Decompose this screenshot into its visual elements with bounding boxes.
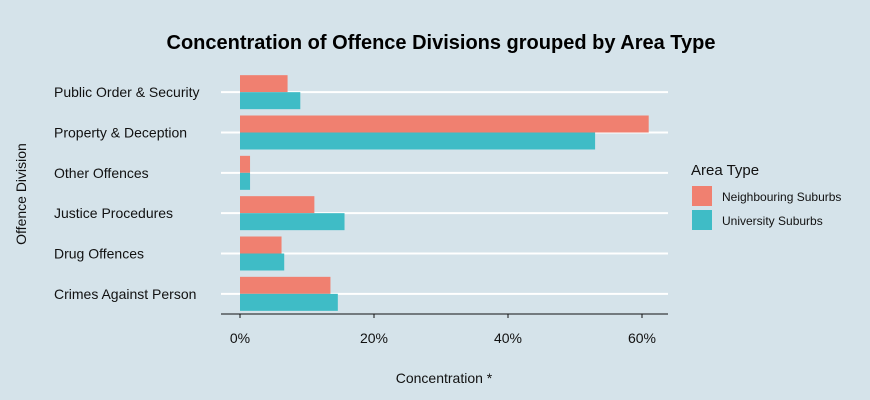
category-label: Other Offences	[54, 165, 149, 181]
x-tick-label: 60%	[628, 330, 656, 346]
category-label: Property & Deception	[54, 125, 187, 141]
x-tick-label: 40%	[494, 330, 522, 346]
bar-university-suburbs	[240, 132, 596, 150]
legend-label: University Suburbs	[722, 214, 823, 228]
chart-title: Concentration of Offence Divisions group…	[167, 32, 716, 54]
bar-university-suburbs	[240, 293, 338, 311]
bar-university-suburbs	[240, 253, 285, 271]
legend-key	[692, 186, 712, 206]
bar-neighbouring-suburbs	[240, 276, 331, 294]
bar-neighbouring-suburbs	[240, 196, 315, 214]
bar-neighbouring-suburbs	[240, 75, 288, 93]
category-label: Crimes Against Person	[54, 286, 196, 302]
legend-title: Area Type	[691, 162, 759, 179]
x-axis-title: Concentration *	[396, 370, 493, 386]
category-label: Justice Procedures	[54, 205, 173, 221]
legend-key	[692, 210, 712, 230]
bar-university-suburbs	[240, 172, 251, 190]
plot-area: Crimes Against Person Drug Offences Justic…	[54, 75, 668, 346]
category-label: Public Order & Security	[54, 84, 200, 100]
bar-neighbouring-suburbs	[240, 155, 251, 173]
bar-neighbouring-suburbs	[240, 115, 649, 133]
bar-neighbouring-suburbs	[240, 236, 282, 254]
y-axis-title: Offence Division	[13, 143, 29, 245]
legend: Area Type Neighbouring Suburbs University…	[691, 162, 841, 230]
x-tick-label: 20%	[360, 330, 388, 346]
x-tick-label: 0%	[230, 330, 250, 346]
legend-label: Neighbouring Suburbs	[722, 190, 841, 204]
bar-university-suburbs	[240, 213, 345, 231]
category-label: Drug Offences	[54, 246, 144, 262]
bar-university-suburbs	[240, 92, 301, 110]
